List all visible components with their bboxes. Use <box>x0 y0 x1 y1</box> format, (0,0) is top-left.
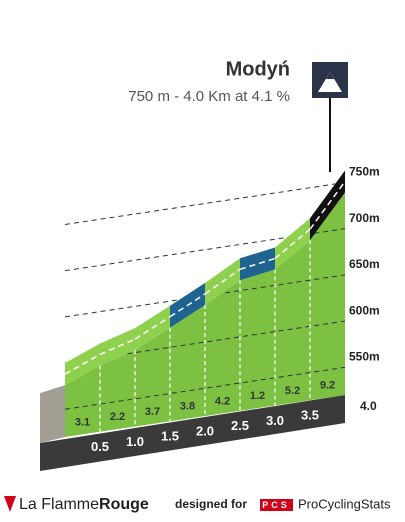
gradient-label: 9.2 <box>320 380 335 392</box>
y-tick-label: 650m <box>349 257 380 271</box>
brand: La FlammeRouge <box>19 496 149 513</box>
x-tick-label: 4.0 <box>360 399 377 413</box>
segment-strip <box>310 170 345 241</box>
gradient-label: 3.7 <box>145 406 160 418</box>
y-tick-label: 700m <box>349 211 380 225</box>
brand-b: Rouge <box>99 496 149 513</box>
x-tick-label: 2.5 <box>231 418 249 433</box>
pcs-logo <box>260 499 293 511</box>
y-tick-label: 550m <box>349 349 380 363</box>
gradient-label: 3.1 <box>75 416 90 428</box>
ridge-dash <box>99 338 136 356</box>
x-tick-label: 1.5 <box>161 429 179 444</box>
x-tick-label: 3.5 <box>301 408 319 423</box>
ridge-dash <box>204 268 241 295</box>
gradient-label: 2.2 <box>110 411 125 423</box>
logo-flame <box>4 496 16 512</box>
grid-line <box>64 181 346 225</box>
brand-a: La Flamme <box>19 496 99 513</box>
gradient-label: 3.8 <box>180 401 195 413</box>
ridge-dash <box>274 228 311 260</box>
chart-title: Modyń <box>226 58 290 80</box>
gradient-label: 5.2 <box>285 385 300 397</box>
ridge-dash <box>64 353 101 375</box>
base-band <box>40 395 345 471</box>
x-tick-label: 1.0 <box>126 434 144 449</box>
y-tick-label: 750m <box>349 165 380 179</box>
gradient-label: 1.2 <box>250 390 265 402</box>
ridge-dash <box>169 293 206 318</box>
grid-line <box>64 366 346 410</box>
chart-subtitle: 750 m - 4.0 Km at 4.1 % <box>128 88 290 105</box>
site-name: ProCyclingStats <box>298 496 391 511</box>
pcs-text: PCS <box>262 500 290 510</box>
side-wall <box>40 385 65 443</box>
segment-strip <box>240 247 275 281</box>
segment-strip <box>100 328 135 366</box>
footer: La FlammeRouge designed for PCS ProCycli… <box>4 496 391 513</box>
summit-icon-snow <box>326 72 334 79</box>
grid-line <box>64 274 346 318</box>
plot: 550m 600m 650m 700m 750m 3.1 2.2 3.7 3.8 4.2 1.2 5.… <box>40 165 380 471</box>
ridge-dash <box>239 257 276 271</box>
x-tick-label: 0.5 <box>91 439 109 454</box>
designed-for: designed for <box>175 497 247 511</box>
x-tick-label: 2.0 <box>196 423 214 438</box>
summit-icon-mountain <box>318 72 342 92</box>
y-tick-label: 600m <box>349 303 380 317</box>
gradient-label: 4.2 <box>215 395 230 407</box>
ridge-dash <box>134 316 171 340</box>
x-tick-label: 3.0 <box>266 413 284 428</box>
